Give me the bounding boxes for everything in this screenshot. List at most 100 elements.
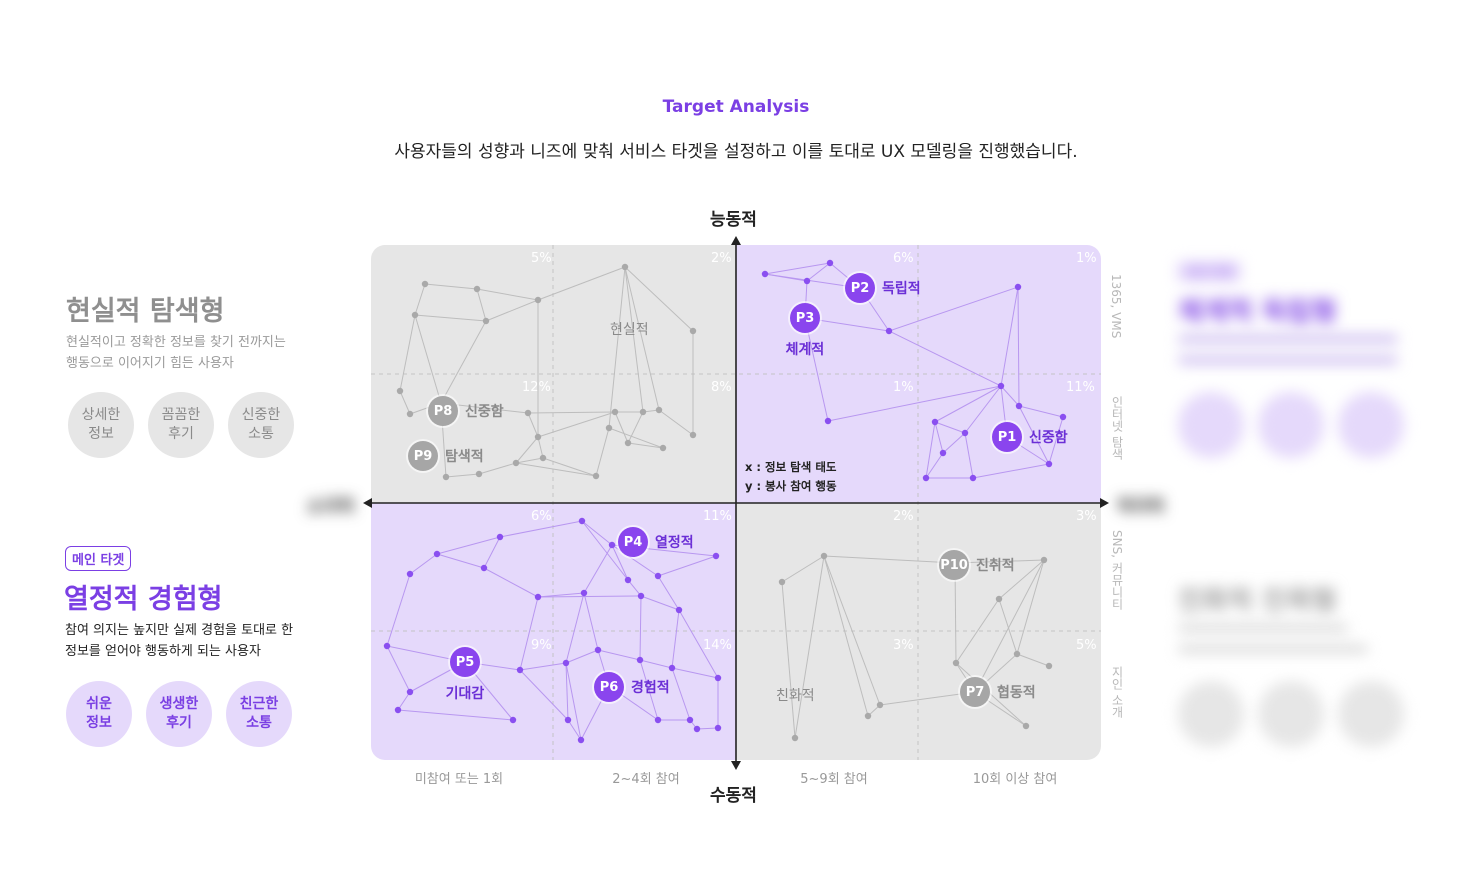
network-edge	[476, 288, 539, 301]
need-bubble: 꼼꼼한 후기	[148, 392, 214, 458]
network-node	[997, 382, 1005, 390]
sub-target-badge: 서브 타겟	[1177, 261, 1241, 282]
network-edge	[657, 575, 680, 611]
network-edge	[386, 573, 411, 647]
network-node	[712, 552, 720, 560]
network-edge	[515, 462, 597, 477]
need-bubble: 생생한 후기	[146, 681, 212, 747]
network-node	[820, 552, 828, 560]
network-edge	[823, 555, 956, 564]
network-edge	[781, 555, 825, 583]
network-node	[473, 285, 481, 293]
y-category: 1365, VMS	[1109, 274, 1123, 339]
axis-arrow-right	[1100, 498, 1109, 508]
network-edge	[414, 314, 442, 404]
network-node	[1059, 413, 1067, 421]
persona-id-badge: P6	[594, 672, 624, 702]
network-edge	[399, 390, 411, 415]
persona-p8: P8 신중함	[428, 396, 504, 426]
network-edge	[565, 662, 569, 721]
persona-label: 독립적	[882, 281, 921, 297]
network-node	[496, 533, 504, 541]
persona-id-badge: P2	[845, 273, 875, 303]
network-edge	[611, 544, 629, 581]
network-node	[621, 263, 629, 271]
network-edge	[934, 421, 966, 434]
network-edge	[519, 596, 539, 671]
axis-note-y: y : 봉사 참여 행동	[745, 479, 837, 493]
network-edge	[678, 609, 719, 679]
percent-label: 1%	[893, 380, 914, 395]
network-node	[421, 280, 429, 288]
network-edge	[794, 555, 825, 739]
network-edge	[515, 457, 544, 464]
network-edge	[608, 427, 664, 449]
percent-label: 14%	[703, 638, 732, 653]
network-node	[693, 725, 701, 733]
y-category: 인터넷 탐색	[1110, 396, 1124, 460]
network-node	[791, 734, 799, 742]
axis-label-top: 능동적	[710, 210, 757, 230]
network-node	[564, 716, 572, 724]
type-title-systematic: 체계적 독립형	[1178, 297, 1337, 328]
network-node	[824, 417, 832, 425]
network-edge	[1000, 385, 1020, 407]
network-node	[995, 595, 1003, 603]
section-kicker: Target Analysis	[662, 97, 810, 117]
network-edge	[764, 262, 831, 275]
network-node	[411, 311, 419, 319]
network-node	[689, 327, 697, 335]
network-edge	[1018, 405, 1064, 418]
network-edge	[639, 659, 673, 669]
network-edge	[1018, 405, 1050, 465]
network-edge	[595, 427, 610, 477]
persona-label: 체계적	[785, 342, 825, 358]
network-edge	[499, 520, 583, 538]
network-edge	[624, 266, 660, 411]
network-node	[686, 716, 694, 724]
persona-label: 기대감	[445, 686, 485, 702]
axes-arrows	[363, 236, 1109, 770]
axis-arrow-up	[731, 236, 741, 245]
persona-p2: P2 독립적	[845, 273, 921, 303]
network-edge	[658, 409, 694, 436]
percent-label: 9%	[531, 638, 552, 653]
network-edge	[397, 709, 514, 721]
axis-note-x: x : 정보 탐색 태도	[745, 460, 837, 474]
section-description: 사용자들의 성향과 니즈에 맞춰 서비스 타겟을 설정하고 이를 토대로 UX …	[394, 142, 1078, 162]
network-node	[1022, 722, 1030, 730]
need-bubble: 상세한 정보	[68, 392, 134, 458]
network-edge	[998, 598, 1018, 655]
axis-label-bottom: 수동적	[710, 786, 757, 806]
network-node	[406, 688, 414, 696]
blurred-bubble	[1258, 681, 1324, 747]
network-node	[778, 578, 786, 586]
main-target-badge: 메인 타겟	[65, 546, 132, 571]
network-edge	[440, 320, 487, 404]
network-node	[383, 642, 391, 650]
blurred-desc	[1178, 356, 1398, 364]
network-node	[512, 459, 520, 467]
persona-label: 신중함	[465, 404, 504, 420]
percent-label: 3%	[1076, 509, 1097, 524]
blurred-bubble	[1338, 681, 1404, 747]
network-node	[639, 408, 647, 416]
network-edge	[519, 669, 569, 721]
network-edge	[998, 559, 1045, 600]
blurred-bubble	[1338, 392, 1404, 458]
network-edge	[657, 555, 717, 577]
network-edge	[478, 462, 517, 475]
persona-p9: P9 탐색적	[408, 441, 484, 471]
blurred-bubble	[1178, 392, 1244, 458]
network-edge	[1017, 286, 1020, 407]
x-category: 5~9회 참여	[800, 772, 868, 787]
network-node	[939, 449, 947, 457]
network-node	[931, 418, 939, 426]
network-edge	[409, 553, 438, 575]
persona-p7: P7 협동적	[960, 677, 1036, 707]
need-bubble: 친근한 소통	[226, 681, 292, 747]
network-node	[406, 570, 414, 578]
network-edge	[537, 411, 616, 438]
persona-label: 탐색적	[445, 449, 484, 465]
network-node	[624, 439, 632, 447]
